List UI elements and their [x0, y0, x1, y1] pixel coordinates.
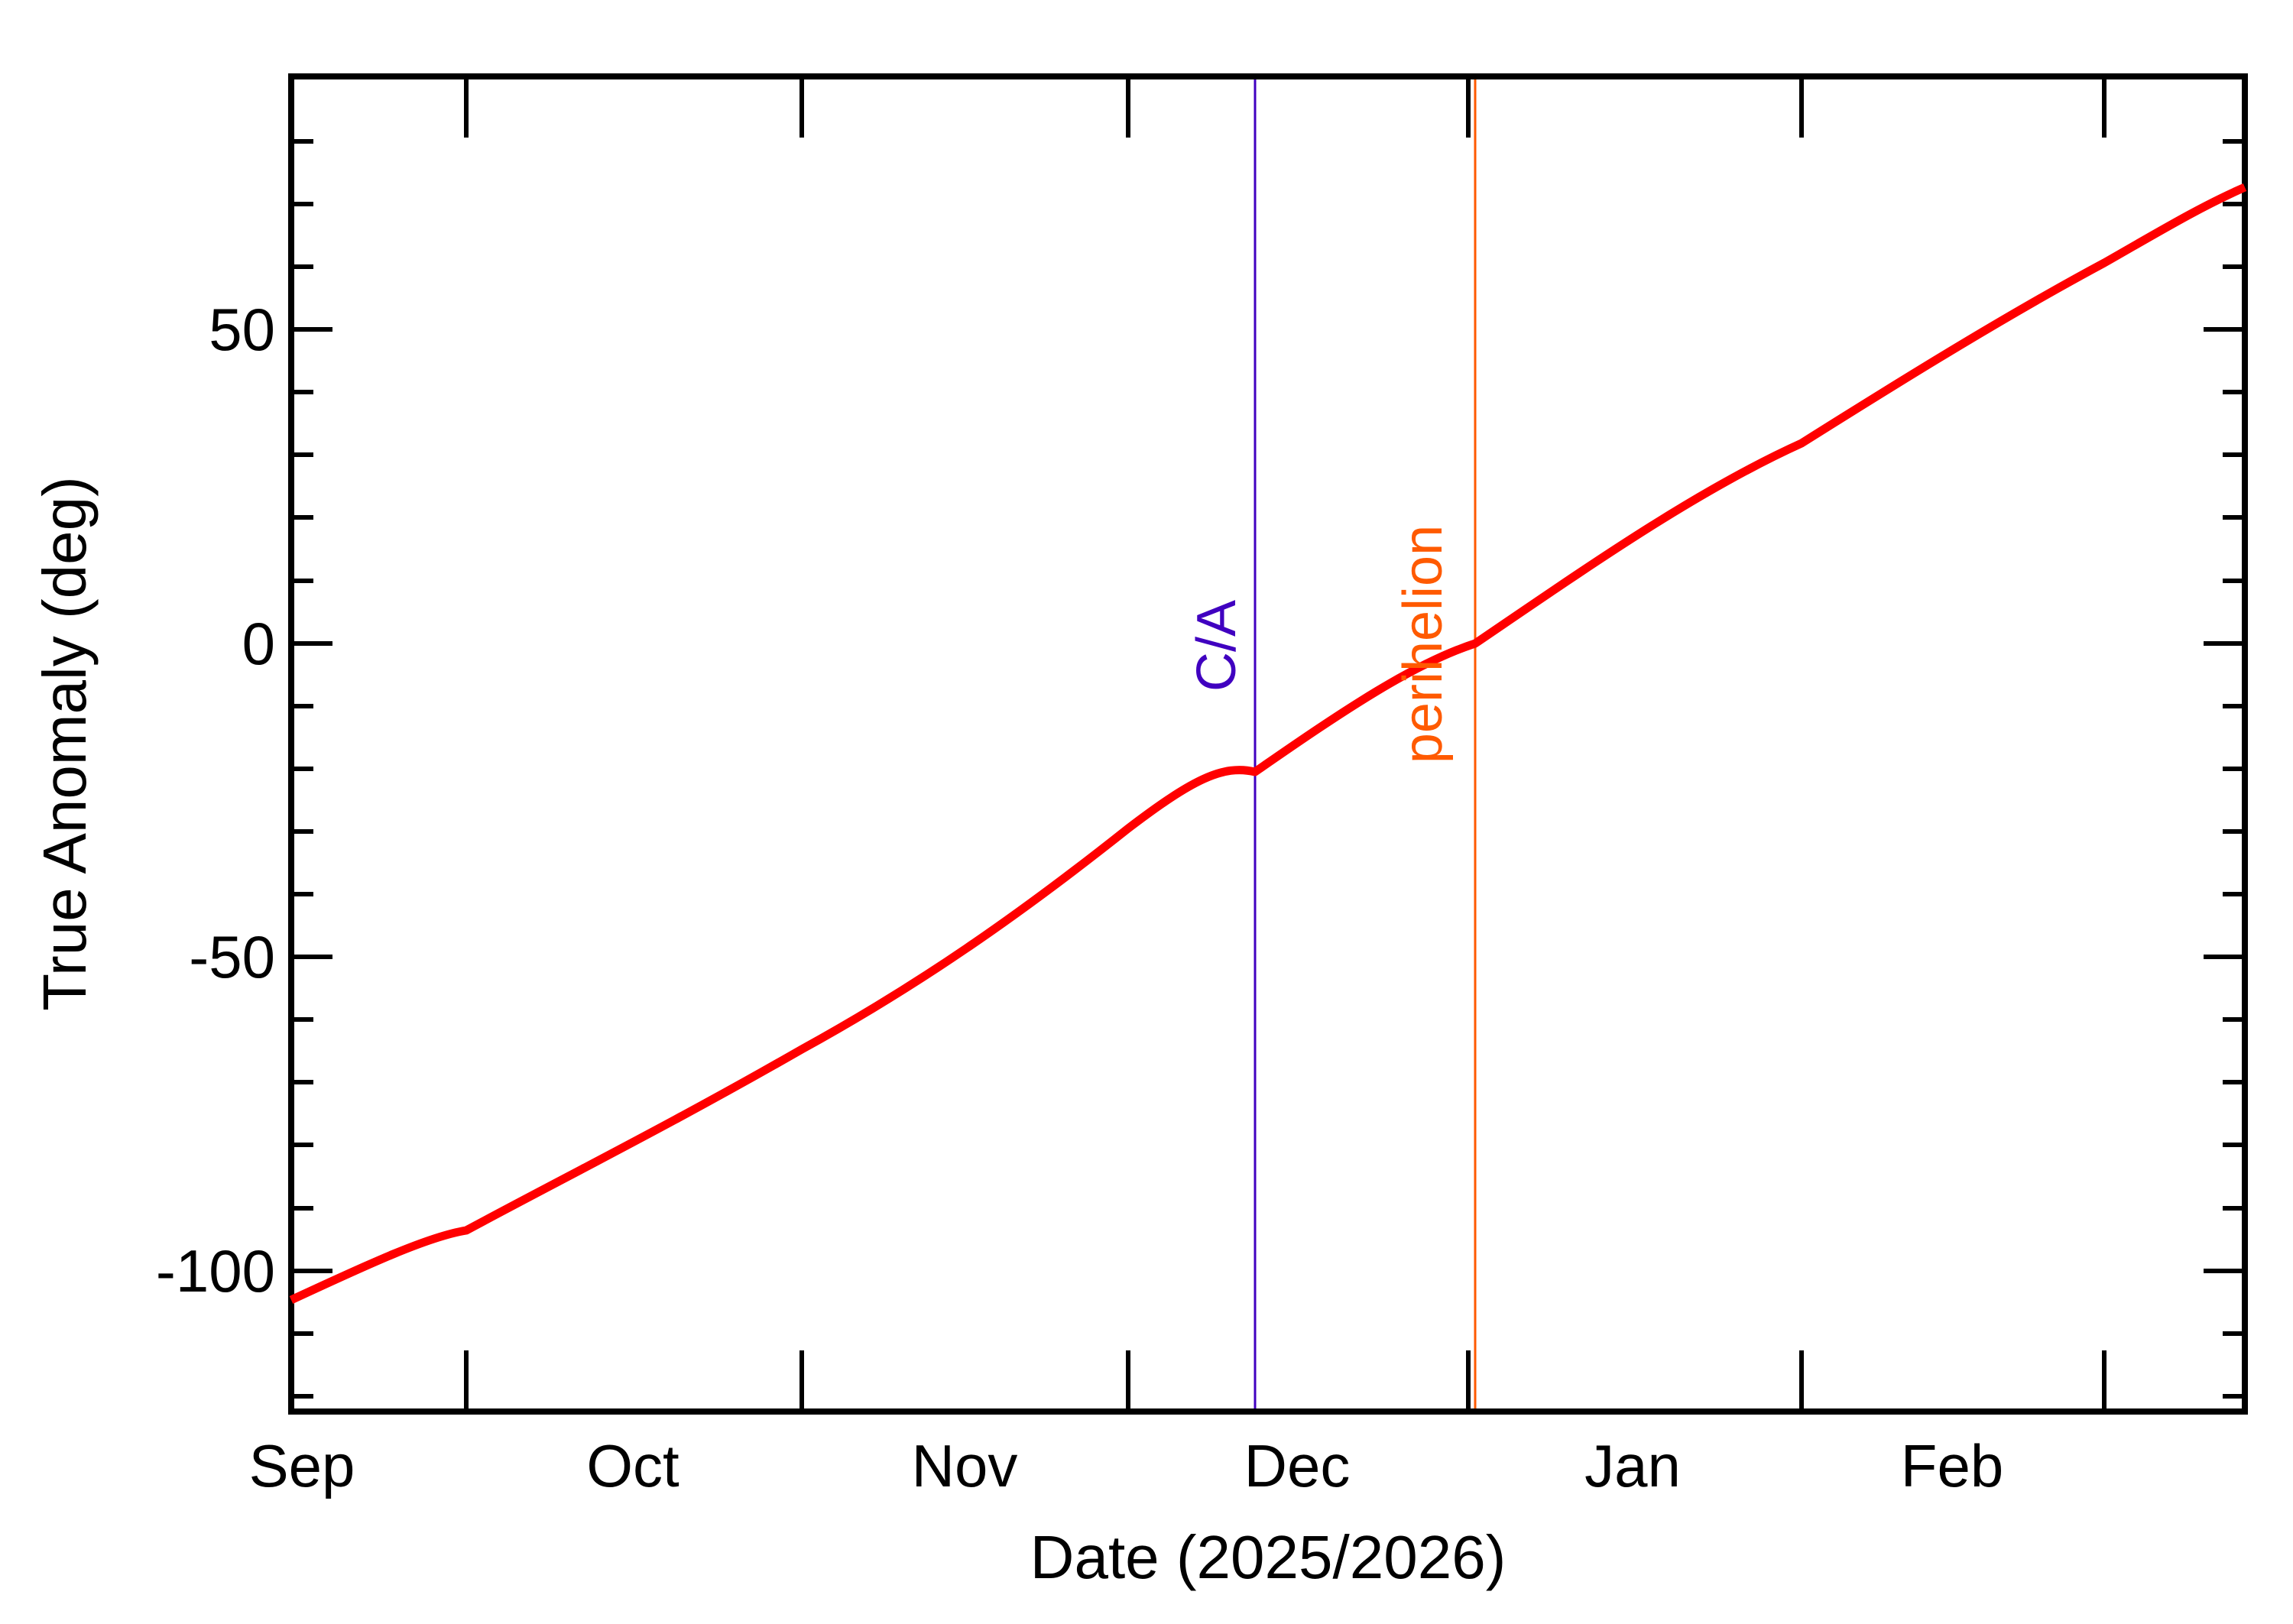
x-label-nov: Nov	[912, 1432, 1018, 1499]
y-label-50: 50	[209, 296, 275, 363]
plot-frame	[288, 73, 2248, 1415]
x-label-dec: Dec	[1244, 1432, 1351, 1499]
x-axis-title: Date (2025/2026)	[1030, 1523, 1507, 1591]
y-tick-labels: 50 0 -50 -100	[156, 296, 275, 1305]
closest-approach-label: C/A	[1186, 600, 1247, 692]
x-label-oct: Oct	[586, 1432, 679, 1499]
y-axis-title: True Anomaly (deg)	[31, 476, 99, 1011]
y-label-neg100: -100	[156, 1237, 275, 1305]
true-anomaly-curve	[289, 183, 2247, 1304]
x-label-jan: Jan	[1584, 1432, 1681, 1499]
y-major-ticks	[291, 327, 2245, 1273]
x-ticks	[464, 76, 2107, 1412]
perihelion-label: perihelion	[1393, 525, 1454, 763]
y-label-neg50: -50	[189, 923, 275, 990]
y-minor-ticks	[291, 139, 2245, 1399]
y-label-0: 0	[242, 610, 275, 677]
x-label-feb: Feb	[1901, 1432, 2003, 1499]
x-label-sep: Sep	[249, 1432, 355, 1499]
x-tick-labels: Sep Oct Nov Dec Jan Feb	[249, 1432, 2004, 1499]
